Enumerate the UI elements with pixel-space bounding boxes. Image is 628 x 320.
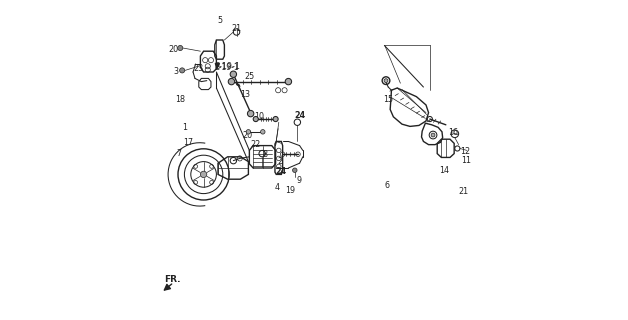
Text: 20: 20 [169,45,179,54]
Text: 24: 24 [294,111,305,120]
Text: 21: 21 [458,188,469,196]
Text: 19: 19 [285,186,295,195]
Circle shape [261,130,265,134]
Circle shape [228,78,235,85]
Circle shape [431,133,435,137]
Circle shape [273,116,278,122]
Text: 2: 2 [278,157,283,166]
Circle shape [293,168,297,172]
Text: E-19-1: E-19-1 [214,62,240,71]
Text: 15: 15 [383,95,393,104]
Text: 17: 17 [183,138,193,147]
Text: 11: 11 [461,156,471,165]
Text: 12: 12 [460,148,470,156]
Circle shape [384,79,388,83]
Text: FR.: FR. [165,275,181,284]
Text: 24: 24 [276,167,287,176]
Text: 14: 14 [440,166,450,175]
Text: 16: 16 [448,128,458,137]
Text: 7: 7 [176,149,181,158]
Circle shape [178,45,183,51]
Text: 23: 23 [193,64,203,73]
Text: 8: 8 [263,150,268,159]
Text: 22: 22 [251,140,261,149]
Text: 3: 3 [173,68,178,76]
Text: 1: 1 [182,124,187,132]
Circle shape [247,110,254,117]
Circle shape [246,130,251,134]
Text: 21: 21 [232,24,242,33]
Circle shape [253,116,258,122]
Text: 13: 13 [240,90,250,99]
Text: 4: 4 [274,183,279,192]
Text: E-19-1: E-19-1 [215,63,239,72]
Text: 6: 6 [384,181,389,190]
Text: 18: 18 [175,95,185,104]
Text: 20: 20 [242,132,252,140]
Circle shape [180,68,185,73]
Circle shape [200,171,207,178]
Text: 25: 25 [244,72,254,81]
Circle shape [285,78,291,85]
Text: 5: 5 [217,16,222,25]
Text: 10: 10 [254,112,264,121]
Text: 9: 9 [296,176,301,185]
Circle shape [230,71,237,77]
